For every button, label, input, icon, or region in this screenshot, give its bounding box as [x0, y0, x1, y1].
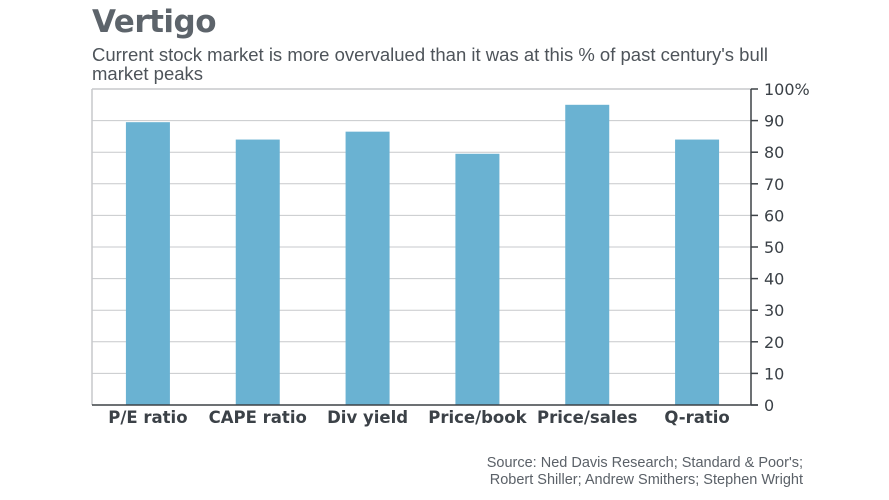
source-line-2: Robert Shiller; Andrew Smithers; Stephen… [489, 472, 803, 488]
y-tick-label: 30 [764, 301, 784, 320]
bar [675, 139, 720, 405]
y-tick-label: 20 [764, 333, 784, 352]
x-category-label: Price/book [428, 408, 527, 427]
x-category-label: Q-ratio [664, 408, 729, 427]
x-category-label: Price/sales [537, 408, 638, 427]
x-category-label: CAPE ratio [209, 408, 307, 427]
y-tick-label: 90 [764, 112, 784, 131]
y-tick-label: 10 [764, 364, 784, 383]
x-category-label: P/E ratio [108, 408, 187, 427]
source-line-1: Source: Ned Davis Research; Standard & P… [486, 455, 803, 471]
x-category-label: Div yield [327, 408, 408, 427]
x-category-labels: P/E ratio CAPE ratio Div yield Price/book Pr… [108, 408, 729, 427]
y-tick-label: 60 [764, 206, 784, 225]
y-tick-label: 40 [764, 270, 784, 289]
chart-title: Vertigo [92, 4, 217, 40]
y-tick-label: 70 [764, 175, 784, 194]
y-tick-labels: 0 10 20 30 40 50 60 70 80 90 100% [764, 80, 810, 415]
bar [565, 104, 610, 406]
bar [345, 131, 390, 405]
bars [125, 104, 720, 406]
y-tick-label: 80 [764, 143, 784, 162]
y-tick-label: 0 [764, 396, 774, 415]
bar [455, 153, 500, 405]
source-note: Source: Ned Davis Research; Standard & P… [383, 455, 803, 489]
chart-subtitle: Current stock market is more overvalued … [92, 44, 768, 84]
y-tick-label: 100% [764, 80, 810, 99]
bar [235, 139, 280, 405]
gridlines [91, 88, 751, 405]
axes [92, 88, 758, 406]
y-tick-label: 50 [764, 238, 784, 257]
bar [125, 122, 170, 406]
